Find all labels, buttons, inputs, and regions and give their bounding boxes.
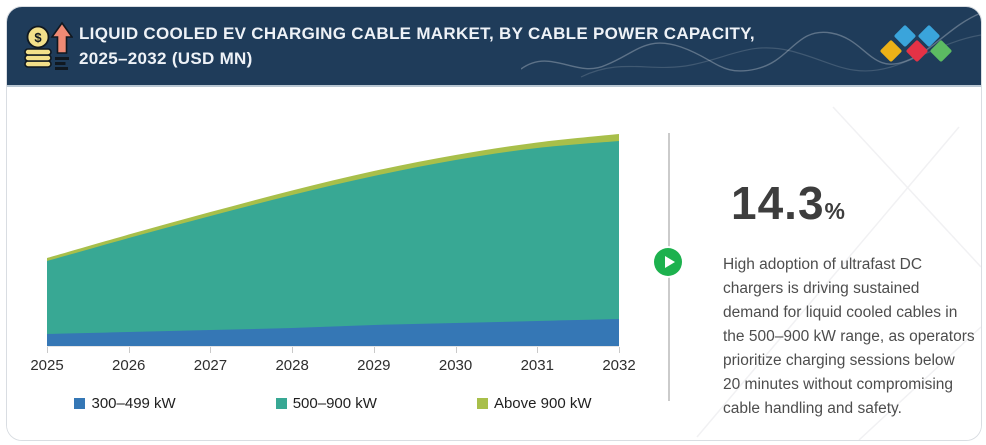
area-series-1 bbox=[47, 141, 619, 346]
x-axis-line bbox=[47, 346, 619, 347]
legend-label-1: 500–900 kW bbox=[292, 395, 377, 412]
legend-item-0: 300–499 kW bbox=[74, 395, 176, 412]
page-title-line1: LIQUID COOLED EV CHARGING CABLE MARKET, … bbox=[79, 24, 755, 43]
x-tick-label-2030: 2030 bbox=[438, 357, 473, 374]
x-tick-label-2029: 2029 bbox=[357, 357, 391, 374]
x-tick-label-2027: 2027 bbox=[193, 357, 228, 374]
x-tick-label-2028: 2028 bbox=[275, 357, 309, 374]
x-tick-label-2026: 2026 bbox=[112, 357, 146, 374]
chart-legend: 300–499 kW 500–900 kW Above 900 kW bbox=[47, 395, 619, 412]
x-tick-2026 bbox=[128, 347, 130, 353]
cagr-value: 14.3 bbox=[731, 177, 825, 229]
legend-label-0: 300–499 kW bbox=[91, 395, 176, 412]
money-growth-icon: $ bbox=[24, 21, 73, 70]
play-icon bbox=[664, 256, 675, 268]
x-tick-label-2031: 2031 bbox=[520, 357, 554, 374]
background-watermark-lines bbox=[696, 106, 981, 440]
x-tick-label-2025: 2025 bbox=[30, 357, 64, 374]
area-series-0 bbox=[47, 319, 619, 346]
x-tick-2029 bbox=[373, 347, 375, 353]
legend-item-2: Above 900 kW bbox=[476, 395, 592, 412]
x-tick-2028 bbox=[292, 347, 294, 353]
report-body: 2025 2026 2027 2028 2029 2030 2031 2032 300–499… bbox=[7, 87, 981, 440]
x-tick-2030 bbox=[455, 347, 457, 353]
insight-description: High adoption of ultrafast DC chargers i… bbox=[723, 256, 975, 417]
play-button[interactable] bbox=[654, 248, 682, 276]
x-tick-2025 bbox=[47, 347, 48, 353]
report-header: $ LIQUID COOLED EV CHARGING CABLE MARKET… bbox=[7, 7, 981, 87]
x-tick-2032 bbox=[619, 347, 620, 353]
brand-diamonds-logo bbox=[879, 23, 965, 69]
cagr-stat: 14.3% bbox=[731, 177, 845, 229]
cagr-percent-sign: % bbox=[824, 198, 845, 224]
legend-swatch-0 bbox=[74, 398, 86, 409]
x-tick-2031 bbox=[537, 347, 539, 353]
legend-swatch-1 bbox=[275, 398, 287, 409]
stacked-area-chart bbox=[47, 121, 619, 346]
report-card: $ LIQUID COOLED EV CHARGING CABLE MARKET… bbox=[6, 6, 982, 441]
x-axis: 2025 2026 2027 2028 2029 2030 2031 2032 bbox=[30, 346, 636, 386]
x-tick-label-2032: 2032 bbox=[602, 357, 636, 374]
legend-swatch-2 bbox=[476, 398, 488, 409]
page-title: LIQUID COOLED EV CHARGING CABLE MARKET, … bbox=[79, 21, 755, 71]
svg-text:$: $ bbox=[34, 30, 42, 45]
page-title-line2: 2025–2032 (USD MN) bbox=[79, 49, 253, 68]
legend-label-2: Above 900 kW bbox=[493, 395, 592, 412]
logo-diamond-yellow bbox=[879, 39, 903, 63]
x-tick-2027 bbox=[210, 347, 212, 353]
legend-item-1: 500–900 kW bbox=[275, 395, 377, 412]
